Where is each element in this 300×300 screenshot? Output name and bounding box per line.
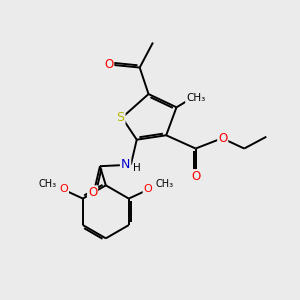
Text: S: S xyxy=(117,111,124,124)
Text: O: O xyxy=(143,184,152,194)
Text: O: O xyxy=(88,186,97,199)
Text: CH₃: CH₃ xyxy=(155,179,173,189)
Text: O: O xyxy=(218,132,227,145)
Text: O: O xyxy=(104,58,113,71)
Text: H: H xyxy=(134,163,141,173)
Text: O: O xyxy=(59,184,68,194)
Text: N: N xyxy=(121,158,130,171)
Text: O: O xyxy=(191,170,200,183)
Text: CH₃: CH₃ xyxy=(38,179,57,189)
Text: CH₃: CH₃ xyxy=(186,94,205,103)
